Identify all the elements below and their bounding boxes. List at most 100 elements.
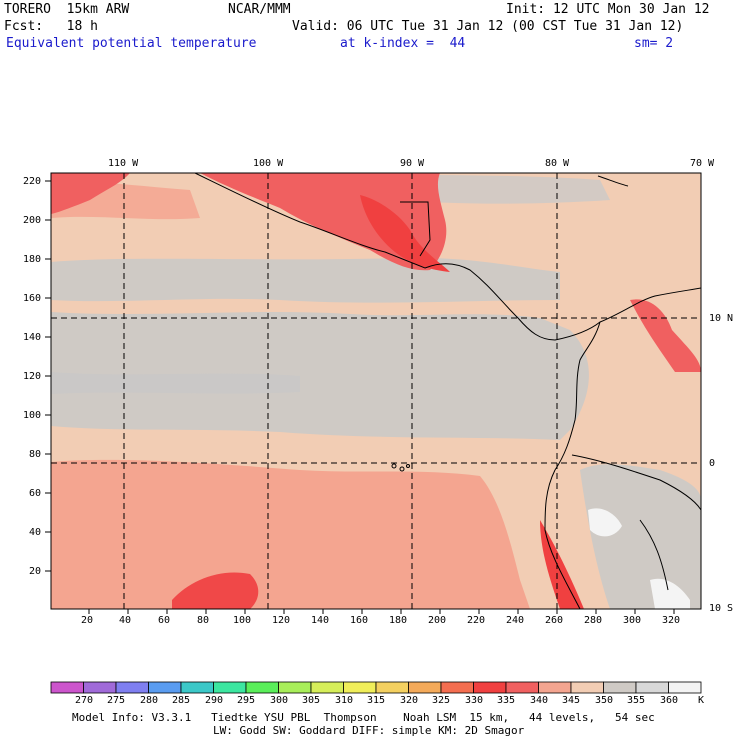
colorbar-unit: K <box>698 695 705 706</box>
colorbar-swatch <box>635 681 669 694</box>
level-index: at k-index = 44 <box>340 36 466 51</box>
x-tick-label: 80 <box>197 615 210 626</box>
colorbar-swatch <box>538 681 572 694</box>
coastline-caribbean <box>597 175 629 187</box>
center-name: NCAR/MMM <box>228 2 291 17</box>
colorbar-label: 355 <box>627 695 646 706</box>
lat-label-equator: 0 <box>709 458 716 469</box>
x-tick-label: 300 <box>623 615 642 626</box>
colorbar-swatch <box>375 681 409 694</box>
red-patch-mexico <box>200 173 447 271</box>
colorbar-label: 305 <box>302 695 321 706</box>
lon-label-70w: 70 W <box>690 158 715 169</box>
colorbar-swatch <box>245 681 279 694</box>
border-peru-bolivia <box>639 519 669 591</box>
border-yucatan <box>400 201 431 257</box>
x-tick-label: 20 <box>81 615 94 626</box>
gray-band-central <box>51 312 589 440</box>
colorbar-label: 320 <box>400 695 419 706</box>
colorbar-swatch <box>83 681 117 694</box>
coastline-south-america <box>544 321 601 609</box>
x-tick-label: 120 <box>272 615 291 626</box>
x-tick-label: 180 <box>389 615 408 626</box>
red-coast-peru <box>540 520 584 609</box>
x-tick-marks <box>88 609 675 614</box>
colorbar-swatch <box>603 681 637 694</box>
y-tick-label: 80 <box>29 449 42 460</box>
colorbar-swatch <box>408 681 442 694</box>
y-tick-label: 60 <box>29 488 42 499</box>
x-tick-label: 160 <box>350 615 369 626</box>
border-peru-brazil <box>571 454 701 511</box>
y-tick-label: 100 <box>23 410 42 421</box>
x-tick-label: 220 <box>467 615 486 626</box>
y-tick-label: 120 <box>23 371 42 382</box>
white-patch-1 <box>588 508 622 537</box>
colorbar-label: 335 <box>497 695 516 706</box>
x-tick-label: 200 <box>428 615 447 626</box>
colorbar-label: 360 <box>660 695 679 706</box>
colorbar-label: 345 <box>562 695 581 706</box>
galapagos-island-2 <box>399 466 405 472</box>
colorbar-swatch <box>148 681 182 694</box>
galapagos-island-1 <box>391 463 397 469</box>
field-name: Equivalent potential temperature <box>6 36 257 51</box>
colorbar-swatch <box>570 681 604 694</box>
colorbar-label: 295 <box>237 695 256 706</box>
colorbar-label: 325 <box>432 695 451 706</box>
model-info-line2: LW: Godd SW: Goddard DIFF: simple KM: 2D… <box>213 724 525 737</box>
colorbar <box>50 681 702 694</box>
colorbar-label: 285 <box>172 695 191 706</box>
x-tick-label: 40 <box>119 615 132 626</box>
coastline-central-america <box>194 173 701 341</box>
colorbar-swatch <box>473 681 507 694</box>
x-tick-label: 320 <box>662 615 681 626</box>
colorbar-label: 275 <box>107 695 126 706</box>
red-patch-nw <box>51 173 130 214</box>
lon-label-110w: 110 W <box>108 158 139 169</box>
x-tick-label: 100 <box>233 615 252 626</box>
colorbar-label: 340 <box>530 695 549 706</box>
colorbar-swatch <box>505 681 539 694</box>
lat-label-10s: 10 S <box>709 603 734 614</box>
y-tick-label: 20 <box>29 566 42 577</box>
colorbar-swatch <box>115 681 149 694</box>
colorbar-swatch <box>343 681 377 694</box>
y-tick-label: 200 <box>23 215 42 226</box>
map-frame <box>50 172 702 610</box>
colorbar-label: 315 <box>367 695 386 706</box>
y-tick-label: 140 <box>23 332 42 343</box>
salmon-south <box>51 459 530 609</box>
colorbar-swatch <box>668 681 702 694</box>
lon-label-90w: 90 W <box>400 158 425 169</box>
colorbar-label: 300 <box>270 695 289 706</box>
y-tick-label: 160 <box>23 293 42 304</box>
x-tick-label: 60 <box>158 615 171 626</box>
colorbar-swatch <box>180 681 214 694</box>
gray-band-north <box>51 257 560 303</box>
white-patch-2 <box>650 578 690 609</box>
y-tick-label: 40 <box>29 527 42 538</box>
lon-label-80w: 80 W <box>545 158 570 169</box>
red-core-guatemala <box>360 195 450 272</box>
model-name: TORERO 15km ARW <box>4 2 130 17</box>
gray-streak <box>51 372 300 394</box>
lat-label-10n: 10 N <box>709 313 734 324</box>
colorbar-label: 310 <box>335 695 354 706</box>
x-tick-label: 140 <box>311 615 330 626</box>
galapagos-island-3 <box>406 464 410 468</box>
red-patch-south <box>172 572 259 609</box>
colorbar-swatch <box>50 681 84 694</box>
model-info-line1: Model Info: V3.3.1 Tiedtke YSU PBL Thomp… <box>72 711 655 724</box>
colorbar-label: 350 <box>595 695 614 706</box>
x-tick-label: 260 <box>545 615 564 626</box>
y-tick-label: 220 <box>23 176 42 187</box>
y-tick-marks <box>45 180 51 572</box>
forecast-hour: Fcst: 18 h <box>4 19 98 34</box>
x-tick-label: 240 <box>506 615 525 626</box>
colorbar-swatch <box>278 681 312 694</box>
colorbar-swatch <box>213 681 247 694</box>
valid-time: Valid: 06 UTC Tue 31 Jan 12 (00 CST Tue … <box>292 19 684 34</box>
map-plot-area <box>51 173 701 609</box>
